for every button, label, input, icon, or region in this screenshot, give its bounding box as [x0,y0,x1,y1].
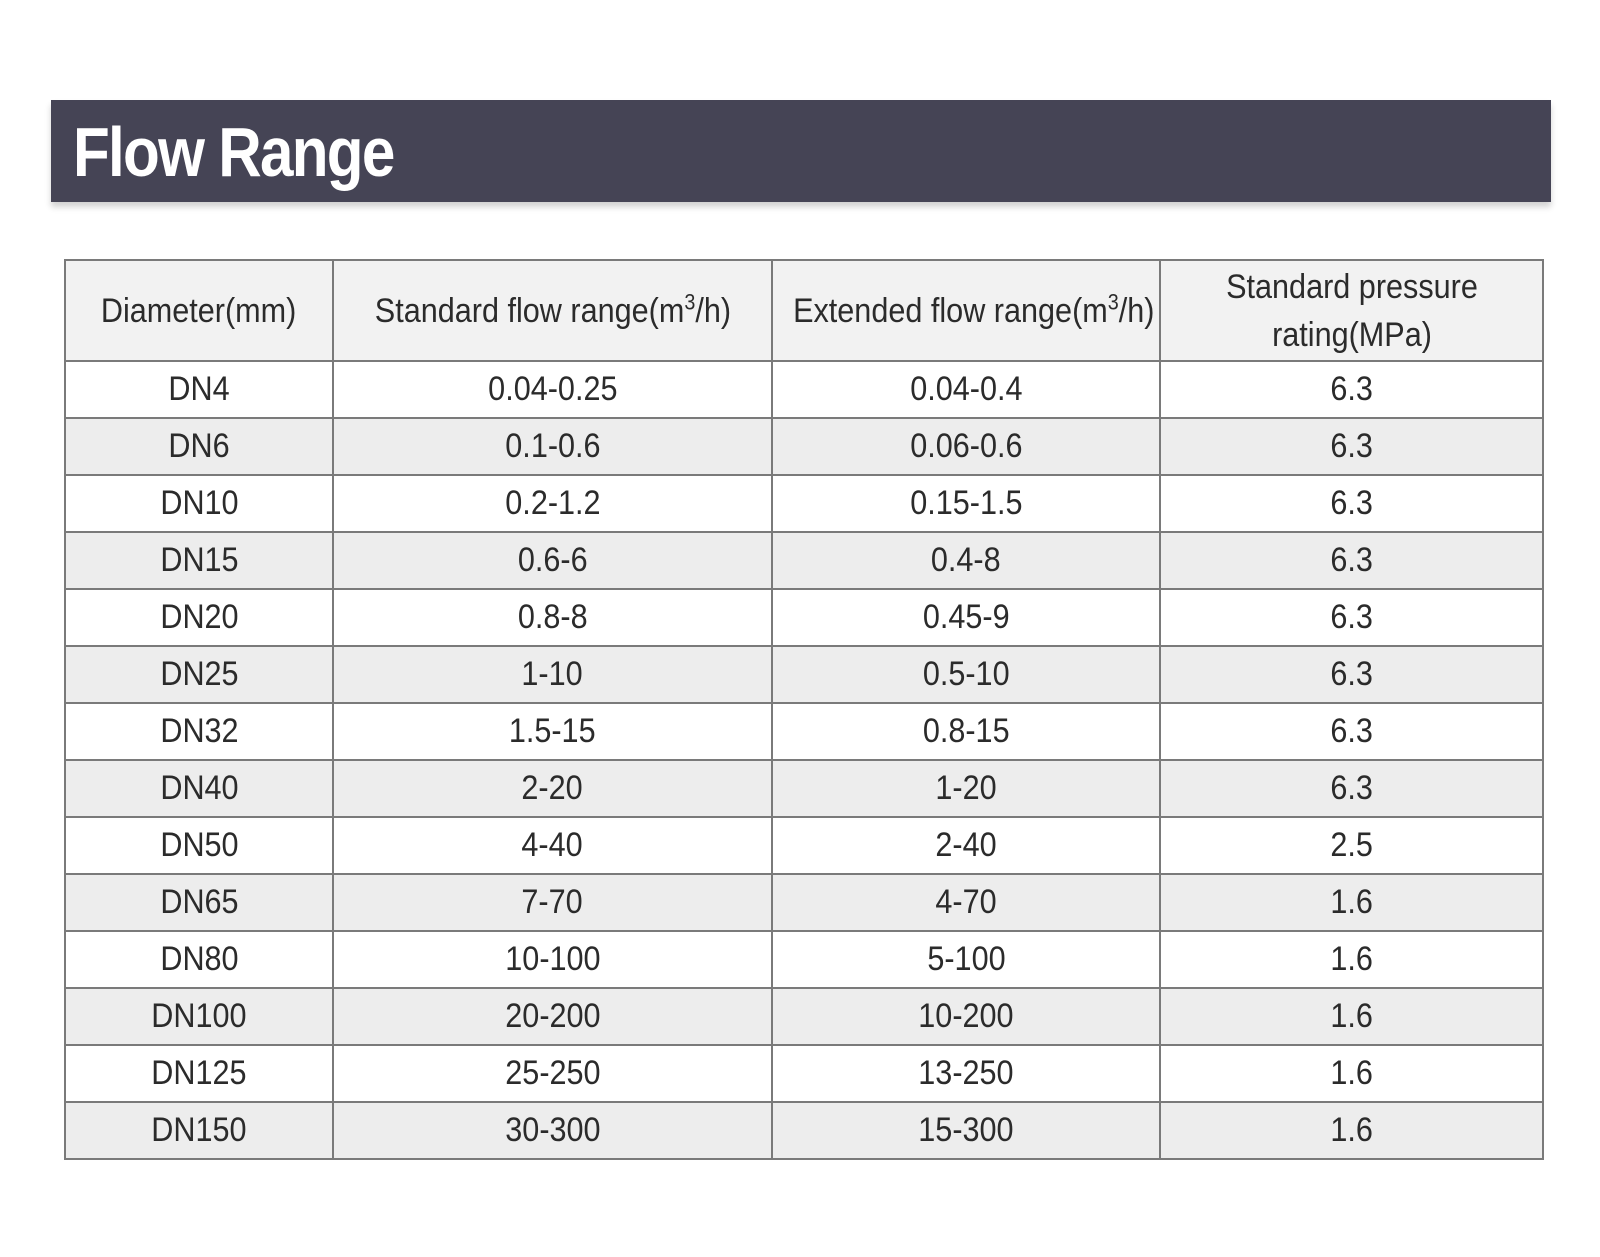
diameter-cell: DN125 [64,1044,334,1103]
column-header-diameter: Diameter(mm) [64,259,334,362]
page-title: Flow Range [73,113,395,191]
diameter-cell: DN32 [64,702,334,761]
standard-flow-cell: 7-70 [332,873,773,932]
pressure-rating-cell: 1.6 [1159,987,1544,1046]
column-header-unit: /h) [694,291,731,330]
table-row: DN65 7-70 4-70 1.6 [64,873,1544,932]
standard-flow-cell: 0.8-8 [332,588,773,647]
table-header-row: Diameter(mm) Standard flow range(m3/h) E… [64,259,1544,362]
pressure-rating-cell: 1.6 [1159,930,1544,989]
diameter-cell: DN40 [64,759,334,818]
standard-flow-cell: 25-250 [332,1044,773,1103]
pressure-rating-cell: 6.3 [1159,474,1544,533]
extended-flow-cell: 0.06-0.6 [771,417,1161,476]
superscript: 3 [1107,289,1119,315]
pressure-rating-cell: 6.3 [1159,702,1544,761]
column-header-text: Standard pressure rating(MPa) [1225,267,1478,354]
column-header-text: Extended flow range(m [793,291,1108,330]
diameter-cell: DN15 [64,531,334,590]
standard-flow-cell: 1-10 [332,645,773,704]
column-header-extended-flow: Extended flow range(m3/h) [771,259,1161,362]
standard-flow-cell: 0.2-1.2 [332,474,773,533]
table-row: DN10 0.2-1.2 0.15-1.5 6.3 [64,474,1544,533]
table-row: DN32 1.5-15 0.8-15 6.3 [64,702,1544,761]
extended-flow-cell: 0.4-8 [771,531,1161,590]
pressure-rating-cell: 6.3 [1159,645,1544,704]
table-body: DN4 0.04-0.25 0.04-0.4 6.3 DN6 0.1-0.6 0… [64,360,1544,1160]
table-row: DN25 1-10 0.5-10 6.3 [64,645,1544,704]
table-row: DN100 20-200 10-200 1.6 [64,987,1544,1046]
pressure-rating-cell: 1.6 [1159,1044,1544,1103]
pressure-rating-cell: 2.5 [1159,816,1544,875]
diameter-cell: DN25 [64,645,334,704]
column-header-unit: /h) [1118,291,1155,330]
standard-flow-cell: 20-200 [332,987,773,1046]
table-row: DN15 0.6-6 0.4-8 6.3 [64,531,1544,590]
extended-flow-cell: 2-40 [771,816,1161,875]
table-row: DN80 10-100 5-100 1.6 [64,930,1544,989]
diameter-cell: DN10 [64,474,334,533]
diameter-cell: DN50 [64,816,334,875]
extended-flow-cell: 0.5-10 [771,645,1161,704]
diameter-cell: DN20 [64,588,334,647]
flow-range-table: Diameter(mm) Standard flow range(m3/h) E… [64,259,1544,1160]
extended-flow-cell: 0.45-9 [771,588,1161,647]
column-header-pressure-rating: Standard pressure rating(MPa) [1159,259,1544,362]
pressure-rating-cell: 6.3 [1159,417,1544,476]
extended-flow-cell: 0.8-15 [771,702,1161,761]
extended-flow-cell: 15-300 [771,1101,1161,1160]
standard-flow-cell: 0.1-0.6 [332,417,773,476]
table-row: DN6 0.1-0.6 0.06-0.6 6.3 [64,417,1544,476]
table-row: DN50 4-40 2-40 2.5 [64,816,1544,875]
extended-flow-cell: 1-20 [771,759,1161,818]
diameter-cell: DN65 [64,873,334,932]
pressure-rating-cell: 1.6 [1159,1101,1544,1160]
title-bar: Flow Range [51,100,1551,202]
standard-flow-cell: 4-40 [332,816,773,875]
standard-flow-cell: 0.04-0.25 [332,360,773,419]
table-row: DN40 2-20 1-20 6.3 [64,759,1544,818]
diameter-cell: DN80 [64,930,334,989]
extended-flow-cell: 10-200 [771,987,1161,1046]
diameter-cell: DN150 [64,1101,334,1160]
pressure-rating-cell: 6.3 [1159,531,1544,590]
table-row: DN125 25-250 13-250 1.6 [64,1044,1544,1103]
extended-flow-cell: 0.04-0.4 [771,360,1161,419]
column-header-text: Standard flow range(m [374,291,684,330]
diameter-cell: DN100 [64,987,334,1046]
extended-flow-cell: 0.15-1.5 [771,474,1161,533]
standard-flow-cell: 30-300 [332,1101,773,1160]
table-row: DN150 30-300 15-300 1.6 [64,1101,1544,1160]
extended-flow-cell: 13-250 [771,1044,1161,1103]
extended-flow-cell: 4-70 [771,873,1161,932]
pressure-rating-cell: 1.6 [1159,873,1544,932]
diameter-cell: DN6 [64,417,334,476]
extended-flow-cell: 5-100 [771,930,1161,989]
standard-flow-cell: 0.6-6 [332,531,773,590]
column-header-standard-flow: Standard flow range(m3/h) [332,259,773,362]
pressure-rating-cell: 6.3 [1159,360,1544,419]
standard-flow-cell: 2-20 [332,759,773,818]
pressure-rating-cell: 6.3 [1159,759,1544,818]
table-row: DN20 0.8-8 0.45-9 6.3 [64,588,1544,647]
superscript: 3 [683,289,695,315]
standard-flow-cell: 10-100 [332,930,773,989]
column-header-text: Diameter(mm) [101,291,297,330]
standard-flow-cell: 1.5-15 [332,702,773,761]
diameter-cell: DN4 [64,360,334,419]
pressure-rating-cell: 6.3 [1159,588,1544,647]
table-row: DN4 0.04-0.25 0.04-0.4 6.3 [64,360,1544,419]
